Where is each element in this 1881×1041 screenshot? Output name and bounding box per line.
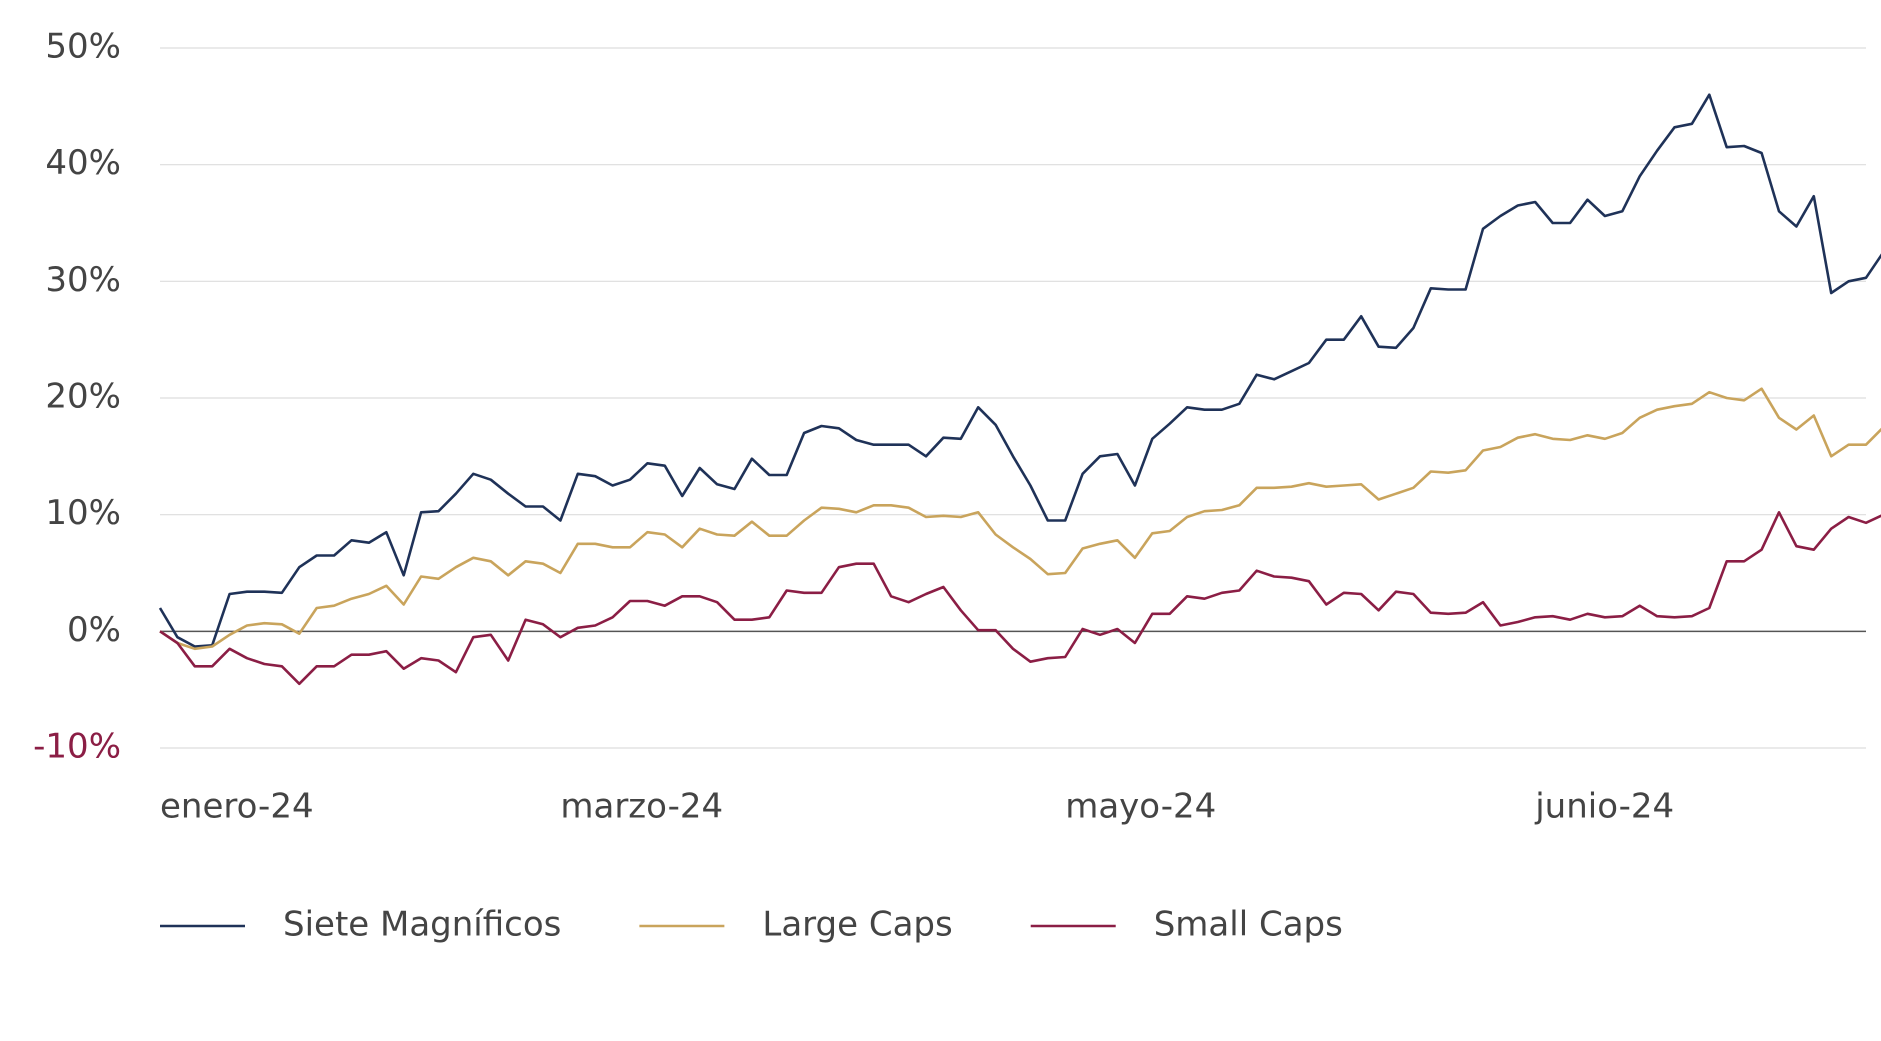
- legend-label: Siete Magníficos: [283, 905, 561, 945]
- legend-label: Small Caps: [1154, 905, 1343, 945]
- series-line: [159, 387, 1881, 651]
- series-line: [159, 510, 1881, 686]
- x-tick-label: marzo-24: [560, 787, 723, 827]
- x-tick-label: mayo-24: [1065, 787, 1216, 827]
- y-tick-label: 0%: [67, 610, 121, 650]
- legend-label: Large Caps: [762, 905, 952, 945]
- y-tick-label: 10%: [45, 493, 121, 533]
- x-tick-label: enero-24: [160, 787, 314, 827]
- y-tick-label: 30%: [45, 260, 121, 300]
- series-line: [158, 93, 1881, 648]
- y-tick-label: 40%: [45, 143, 121, 183]
- y-tick-label: 20%: [45, 377, 121, 417]
- x-tick-label: junio-24: [1534, 787, 1674, 827]
- y-tick-label: -10%: [33, 727, 121, 767]
- y-tick-label: 50%: [45, 27, 121, 67]
